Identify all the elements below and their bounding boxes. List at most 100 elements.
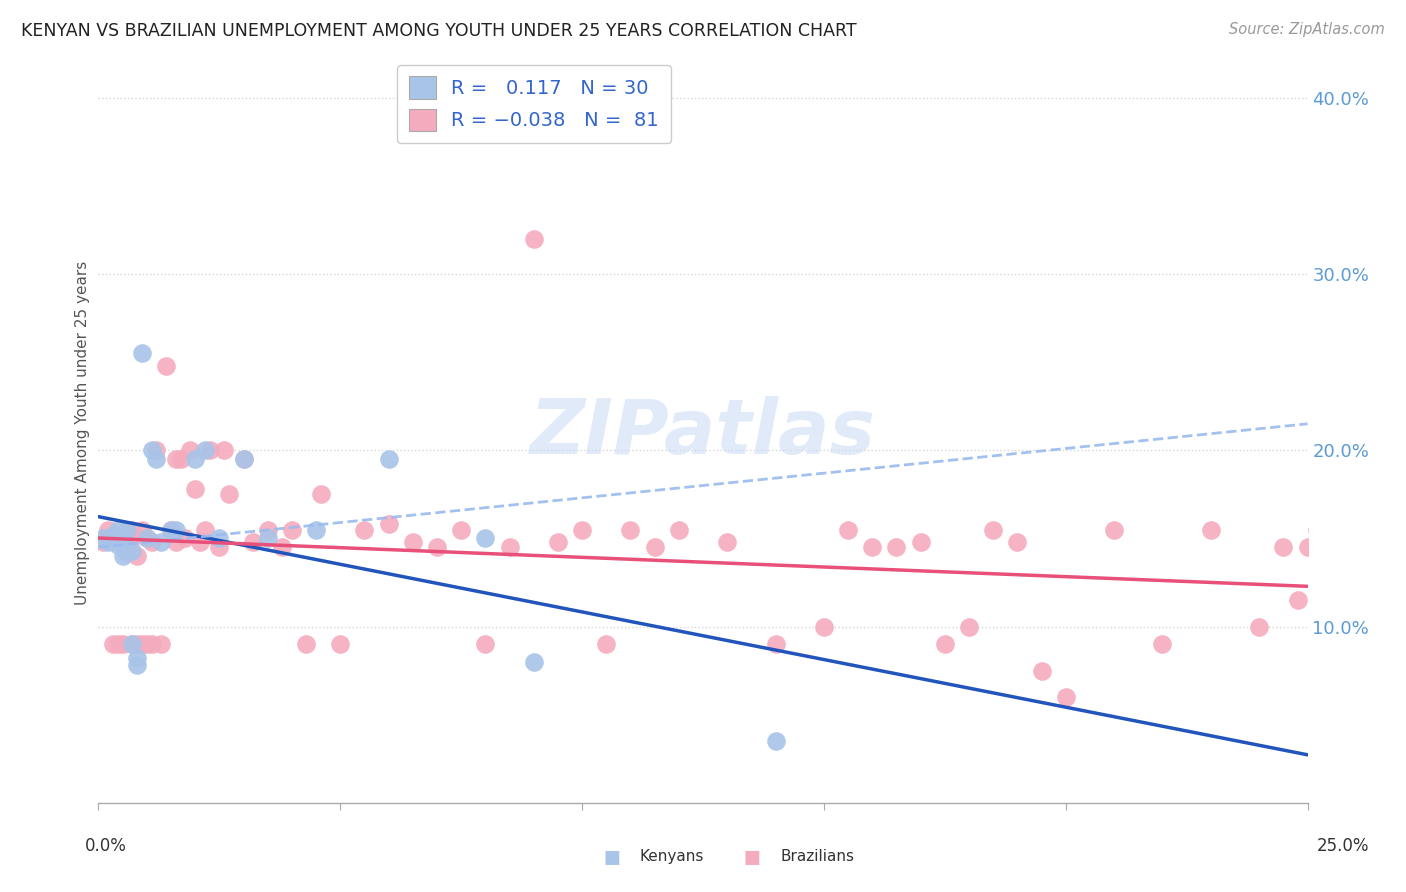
Point [377, 452, 399, 467]
Point [107, 538, 129, 552]
Point [97, 535, 120, 549]
Point [1272, 540, 1295, 554]
Point [619, 523, 641, 537]
Point [117, 545, 139, 559]
Point [242, 535, 264, 549]
Point [1007, 535, 1029, 549]
Point [97, 523, 120, 537]
Text: 0.0%: 0.0% [84, 837, 127, 855]
Point [523, 655, 546, 669]
Point [208, 532, 231, 546]
Point [305, 523, 328, 537]
Point [150, 637, 173, 651]
Point [218, 487, 240, 501]
Point [165, 535, 187, 549]
Point [309, 487, 332, 501]
Point [232, 452, 254, 467]
Point [127, 658, 149, 673]
Point [111, 535, 134, 549]
Point [523, 232, 546, 246]
Point [121, 523, 143, 537]
Point [101, 637, 124, 651]
Point [121, 532, 143, 546]
Point [145, 443, 167, 458]
Point [198, 443, 221, 458]
Point [145, 452, 167, 467]
Point [957, 619, 980, 633]
Point [184, 452, 207, 467]
Point [353, 523, 375, 537]
Point [184, 482, 207, 496]
Point [860, 540, 883, 554]
Point [107, 637, 129, 651]
Point [131, 346, 153, 360]
Text: Brazilians: Brazilians [780, 849, 855, 863]
Point [135, 637, 157, 651]
Point [271, 540, 294, 554]
Point [111, 535, 134, 549]
Point [111, 637, 134, 651]
Point [188, 535, 211, 549]
Point [474, 532, 496, 546]
Point [121, 543, 143, 558]
Text: Source: ZipAtlas.com: Source: ZipAtlas.com [1229, 22, 1385, 37]
Point [194, 523, 217, 537]
Point [160, 523, 183, 537]
Point [498, 540, 520, 554]
Point [121, 637, 143, 651]
Point [377, 517, 399, 532]
Point [1031, 664, 1053, 678]
Text: ▪: ▪ [742, 842, 762, 871]
Point [165, 523, 187, 537]
Point [107, 532, 129, 546]
Point [117, 523, 139, 537]
Point [547, 535, 569, 549]
Y-axis label: Unemployment Among Youth under 25 years: Unemployment Among Youth under 25 years [75, 260, 90, 605]
Point [1199, 523, 1222, 537]
Point [1286, 593, 1309, 607]
Point [765, 637, 787, 651]
Point [127, 549, 149, 563]
Point [194, 443, 217, 458]
Point [111, 549, 134, 563]
Point [1296, 540, 1319, 554]
Point [329, 637, 352, 651]
Point [141, 535, 163, 549]
Point [644, 540, 666, 554]
Text: Kenyans: Kenyans [640, 849, 704, 863]
Point [1102, 523, 1125, 537]
Point [232, 452, 254, 467]
Point [910, 535, 932, 549]
Point [765, 734, 787, 748]
Point [117, 545, 139, 559]
Point [1054, 690, 1077, 704]
Point [131, 523, 153, 537]
Point [813, 619, 835, 633]
Point [121, 637, 143, 651]
Point [127, 637, 149, 651]
Point [135, 532, 157, 546]
Point [716, 535, 738, 549]
Point [295, 637, 318, 651]
Point [107, 523, 129, 537]
Text: KENYAN VS BRAZILIAN UNEMPLOYMENT AMONG YOUTH UNDER 25 YEARS CORRELATION CHART: KENYAN VS BRAZILIAN UNEMPLOYMENT AMONG Y… [21, 22, 856, 40]
Point [117, 523, 139, 537]
Point [101, 532, 124, 546]
Point [934, 637, 956, 651]
Text: 25.0%: 25.0% [1316, 837, 1369, 855]
Point [837, 523, 859, 537]
Point [1306, 523, 1329, 537]
Legend: R =   0.117   N = 30, R = −0.038   N =  81: R = 0.117 N = 30, R = −0.038 N = 81 [396, 65, 671, 143]
Point [179, 443, 201, 458]
Point [101, 528, 124, 542]
Point [1320, 637, 1343, 651]
Point [256, 532, 278, 546]
Text: ▪: ▪ [602, 842, 621, 871]
Point [160, 523, 183, 537]
Point [141, 443, 163, 458]
Point [174, 532, 197, 546]
Point [165, 452, 187, 467]
Point [1152, 637, 1174, 651]
Point [127, 651, 149, 665]
Point [91, 532, 114, 546]
